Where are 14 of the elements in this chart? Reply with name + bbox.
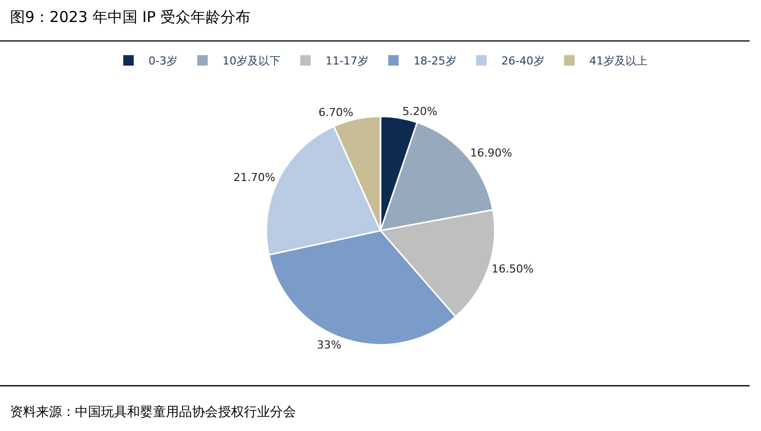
legend-label: 41岁及以上 (589, 54, 648, 68)
text: 资料来源：中国玩具和婴童用品协会授权行业分会 (10, 404, 296, 420)
data-label: 33% (316, 338, 342, 352)
legend-label: 18-25岁 (413, 54, 456, 68)
data-label: 6.70% (318, 106, 354, 120)
data-label: 16.50% (492, 262, 534, 276)
legend-label: 11-17岁 (325, 54, 368, 68)
legend-label: 26-40岁 (501, 54, 544, 68)
legend-label: 10岁及以下 (222, 54, 280, 68)
chart-title: 图9：2023 年中国 IP 受众年龄分布 (10, 8, 250, 26)
legend-label: 0-3岁 (148, 54, 178, 68)
data-label: 5.20% (402, 105, 438, 118)
data-label: 16.90% (470, 146, 512, 160)
data-label: 21.70% (233, 171, 276, 184)
